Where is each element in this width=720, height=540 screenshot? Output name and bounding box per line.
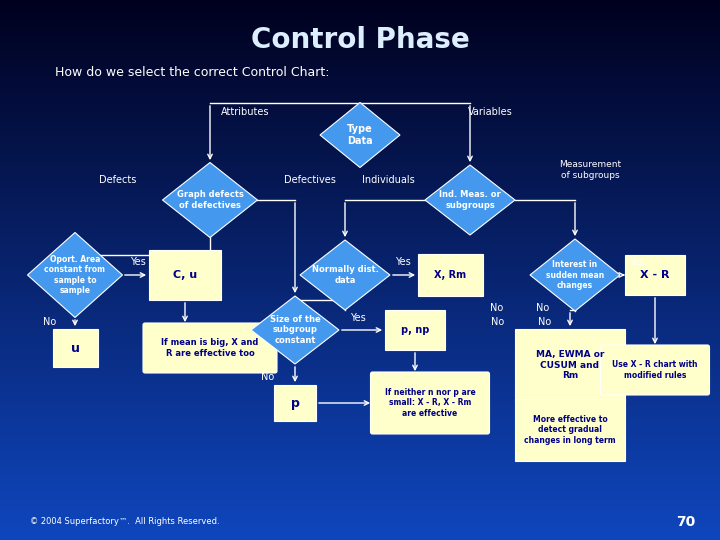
Bar bbox=[274, 385, 316, 421]
Bar bbox=[385, 310, 445, 350]
Text: © 2004 Superfactory™.  All Rights Reserved.: © 2004 Superfactory™. All Rights Reserve… bbox=[30, 517, 220, 526]
Text: Oport. Area
constant from
sample to
sample: Oport. Area constant from sample to samp… bbox=[45, 255, 106, 295]
Text: Type
Data: Type Data bbox=[347, 124, 373, 146]
Text: Individuals: Individuals bbox=[361, 175, 415, 185]
Text: p: p bbox=[291, 396, 300, 409]
Polygon shape bbox=[251, 296, 339, 364]
Text: Measurement
of subgroups: Measurement of subgroups bbox=[559, 160, 621, 180]
Text: Yes: Yes bbox=[395, 257, 411, 267]
Text: Ind. Meas. or
subgroups: Ind. Meas. or subgroups bbox=[439, 190, 501, 210]
Text: No: No bbox=[491, 317, 505, 327]
Polygon shape bbox=[320, 103, 400, 167]
Text: Graph defects
of defectives: Graph defects of defectives bbox=[176, 190, 243, 210]
Text: If mean is big, X and
R are effective too: If mean is big, X and R are effective to… bbox=[161, 338, 258, 357]
Text: No: No bbox=[539, 317, 552, 327]
FancyBboxPatch shape bbox=[371, 372, 490, 434]
Text: Yes: Yes bbox=[350, 313, 366, 323]
Bar bbox=[149, 250, 221, 300]
Text: How do we select the correct Control Chart:: How do we select the correct Control Cha… bbox=[55, 65, 330, 78]
Text: Variables: Variables bbox=[467, 107, 513, 117]
Text: Size of the
subgroup
constant: Size of the subgroup constant bbox=[269, 315, 320, 345]
Text: Yes: Yes bbox=[629, 257, 645, 267]
Bar bbox=[515, 329, 625, 401]
Polygon shape bbox=[163, 163, 258, 238]
Polygon shape bbox=[27, 233, 122, 318]
FancyBboxPatch shape bbox=[600, 345, 709, 395]
Text: If neither n nor p are
small: X - R, X - Rm
are effective: If neither n nor p are small: X - R, X -… bbox=[384, 388, 475, 418]
Text: Defects: Defects bbox=[99, 175, 137, 185]
Text: Attributes: Attributes bbox=[221, 107, 269, 117]
Text: C, u: C, u bbox=[173, 270, 197, 280]
Text: MA, EWMA or
CUSUM and
Rm: MA, EWMA or CUSUM and Rm bbox=[536, 350, 604, 380]
Bar bbox=[515, 399, 625, 461]
FancyBboxPatch shape bbox=[143, 323, 277, 373]
Text: X - R: X - R bbox=[640, 270, 670, 280]
Text: Yes: Yes bbox=[130, 257, 146, 267]
Bar bbox=[418, 254, 482, 296]
Polygon shape bbox=[530, 239, 620, 311]
Text: No: No bbox=[490, 303, 503, 313]
Text: Use X - R chart with
modified rules: Use X - R chart with modified rules bbox=[612, 360, 698, 380]
Bar bbox=[53, 329, 97, 367]
Bar bbox=[625, 255, 685, 295]
Polygon shape bbox=[300, 240, 390, 310]
Text: u: u bbox=[71, 341, 79, 354]
Text: More effective to
detect gradual
changes in long term: More effective to detect gradual changes… bbox=[524, 415, 616, 445]
Text: 70: 70 bbox=[676, 515, 695, 529]
Text: Defectives: Defectives bbox=[284, 175, 336, 185]
Text: p, np: p, np bbox=[401, 325, 429, 335]
Text: No: No bbox=[43, 317, 57, 327]
Text: Normally dist.
data: Normally dist. data bbox=[312, 265, 379, 285]
Text: No: No bbox=[261, 372, 274, 382]
Text: No: No bbox=[536, 303, 549, 313]
Text: Control Phase: Control Phase bbox=[251, 26, 469, 54]
Polygon shape bbox=[425, 165, 515, 235]
Text: Interest in
sudden mean
changes: Interest in sudden mean changes bbox=[546, 260, 604, 290]
Text: X, Rm: X, Rm bbox=[434, 270, 466, 280]
